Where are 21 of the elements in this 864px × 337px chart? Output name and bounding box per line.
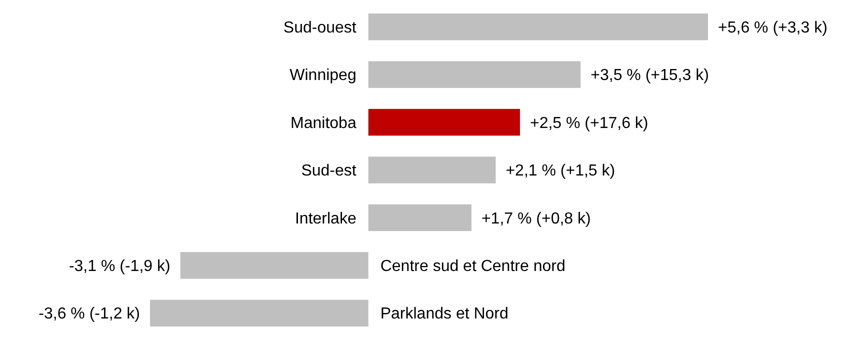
data-label: +5,6 % (+3,3 k) [718, 19, 828, 36]
data-label: -3,6 % (-1,2 k) [38, 306, 140, 323]
bar [368, 156, 496, 184]
y-tick-label: Centre sud et Centre nord [380, 258, 566, 276]
bar [368, 61, 581, 88]
bar [368, 13, 708, 40]
y-tick-label: Parklands et Nord [380, 306, 508, 323]
y-tick-label: Manitoba [290, 114, 356, 132]
bar [180, 252, 368, 279]
data-label: +2,5 % (+17,6 k) [530, 114, 648, 132]
y-tick-label: Sud-ouest [283, 19, 357, 36]
y-tick-label: Interlake [294, 210, 356, 228]
y-tick-label: Winnipeg [290, 67, 356, 84]
bar [368, 204, 472, 232]
data-label: -3,1 % (-1,9 k) [68, 258, 170, 276]
bar [368, 108, 520, 136]
y-tick-label: Sud-est [301, 162, 357, 180]
data-label: +1,7 % (+0,8 k) [481, 210, 591, 228]
data-label: +2,1 % (+1,5 k) [506, 162, 616, 180]
bar [150, 300, 368, 327]
data-label: +3,5 % (+15,3 k) [590, 67, 709, 84]
